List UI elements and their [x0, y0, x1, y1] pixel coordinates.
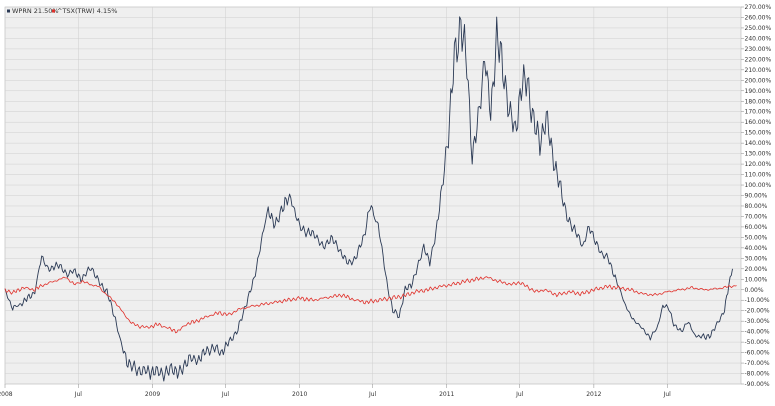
series-line-1: [4, 276, 737, 334]
y-tick-label: 30.00%: [745, 255, 768, 262]
y-tick-label: -80.00%: [745, 371, 770, 378]
y-tick-label: 110.00%: [745, 172, 772, 179]
y-tick-label: 250.00%: [745, 25, 772, 32]
x-tick-label: Jul: [74, 391, 83, 398]
x-tick-label: Jul: [515, 391, 524, 398]
y-tick-label: 60.00%: [745, 224, 768, 231]
y-tick-label: -10.00%: [745, 297, 770, 304]
y-tick-label: 240.00%: [745, 35, 772, 42]
y-tick-label: 80.00%: [745, 203, 768, 210]
legend-swatch-1: [52, 9, 55, 13]
y-tick-label: 230.00%: [745, 46, 772, 53]
y-tick-label: 20.00%: [745, 266, 768, 273]
y-tick-label: -20.00%: [745, 308, 770, 315]
legend-label-1: ^TSX(TRW) 4.15%: [57, 7, 117, 15]
y-tick-label: 220.00%: [745, 56, 772, 63]
y-tick-label: 200.00%: [745, 77, 772, 84]
y-tick-label: 70.00%: [745, 213, 768, 220]
legend: WPRN 21.50% ^TSX(TRW) 4.15%: [7, 7, 117, 15]
y-tick-label: -40.00%: [745, 329, 770, 336]
y-tick-label: 0.00%: [745, 287, 764, 294]
x-tick-label: Jul: [663, 391, 672, 398]
y-tick-label: -70.00%: [745, 360, 770, 367]
x-tick-label: 2011: [439, 391, 454, 398]
y-tick-label: 10.00%: [745, 276, 768, 283]
y-tick-label: 160.00%: [745, 119, 772, 126]
y-tick-label: 100.00%: [745, 182, 772, 189]
y-tick-label: -60.00%: [745, 350, 770, 357]
y-tick-label: 90.00%: [745, 193, 768, 200]
x-tick-label: 2010: [292, 391, 307, 398]
x-tick-label: Jul: [368, 391, 377, 398]
y-tick-label: -50.00%: [745, 339, 770, 346]
y-tick-label: 180.00%: [745, 98, 772, 105]
y-tick-label: 120.00%: [745, 161, 772, 168]
y-tick-label: 130.00%: [745, 151, 772, 158]
series-layer: [4, 16, 737, 382]
x-tick-label: 2009: [145, 391, 160, 398]
legend-swatch-0: [7, 9, 10, 13]
y-tick-label: 150.00%: [745, 130, 772, 137]
y-tick-label: -90.00%: [745, 381, 770, 388]
y-tick-label: 210.00%: [745, 67, 772, 74]
series-line-0: [4, 16, 733, 382]
y-axis: 270.00% 260.00% 250.00% 240.00% 230.00% 220.0…: [741, 4, 771, 388]
legend-label-0: WPRN 21.50%: [12, 7, 59, 15]
y-tick-label: 40.00%: [745, 245, 768, 252]
x-tick-label: Jul: [221, 391, 230, 398]
y-tick-label: 140.00%: [745, 140, 772, 147]
y-tick-label: -30.00%: [745, 318, 770, 325]
x-axis: 2008 Jul 2009 Jul 2010 Jul 2011 Jul 2012 Jul: [0, 384, 671, 398]
y-tick-label: 170.00%: [745, 109, 772, 116]
y-tick-label: 270.00%: [745, 4, 772, 11]
y-tick-label: 190.00%: [745, 88, 772, 95]
x-tick-label: 2008: [0, 391, 13, 398]
grid: [4, 6, 741, 385]
y-tick-label: 50.00%: [745, 234, 768, 241]
y-tick-label: 260.00%: [745, 14, 772, 21]
x-tick-label: 2012: [586, 391, 601, 398]
